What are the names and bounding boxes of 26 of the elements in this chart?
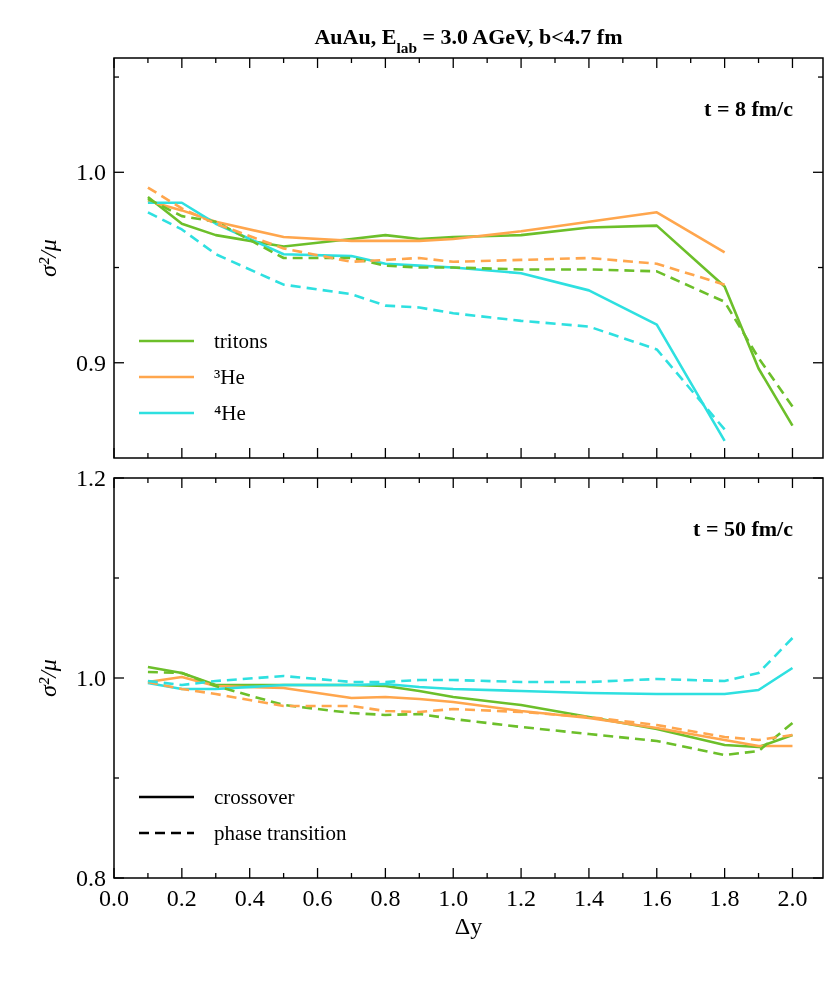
x-tick-label: 1.8: [709, 885, 740, 911]
y-tick-label: 1.0: [76, 159, 106, 186]
annotation: t = 50 fm/c: [693, 516, 794, 541]
x-tick-label: 0.2: [166, 885, 197, 911]
y-tick-label: 0.9: [76, 349, 106, 376]
y-axis-title: σ²/μ: [35, 239, 61, 277]
y-axis-title: σ²/μ: [35, 659, 61, 697]
x-tick-label: 1.2: [506, 885, 537, 911]
legend-label: tritons: [214, 329, 268, 353]
x-tick-label: 1.0: [438, 885, 469, 911]
x-tick-label: 1.4: [573, 885, 604, 911]
line-series: [146, 186, 726, 286]
x-tick-label: 1.6: [641, 885, 672, 911]
annotation: t = 8 fm/c: [704, 96, 794, 121]
legend-label: ³He: [214, 365, 245, 389]
chart-title: AuAu, E$_{lab}$ = 3.0 AGeV, b<4.7 fm: [314, 24, 623, 56]
x-tick-label: 2.0: [777, 885, 808, 911]
x-tick-label: 0.6: [302, 885, 333, 911]
x-axis-title: Δy: [454, 913, 483, 939]
legend-label: phase transition: [214, 821, 347, 845]
legend-label: ⁴He: [214, 401, 246, 425]
legend-label: crossover: [214, 785, 295, 809]
x-tick-label: 0.4: [234, 885, 265, 911]
x-tick-label: 0.8: [370, 885, 401, 911]
y-tick-label: 1.0: [76, 665, 106, 691]
y-tick-label: 1.2: [76, 465, 106, 491]
